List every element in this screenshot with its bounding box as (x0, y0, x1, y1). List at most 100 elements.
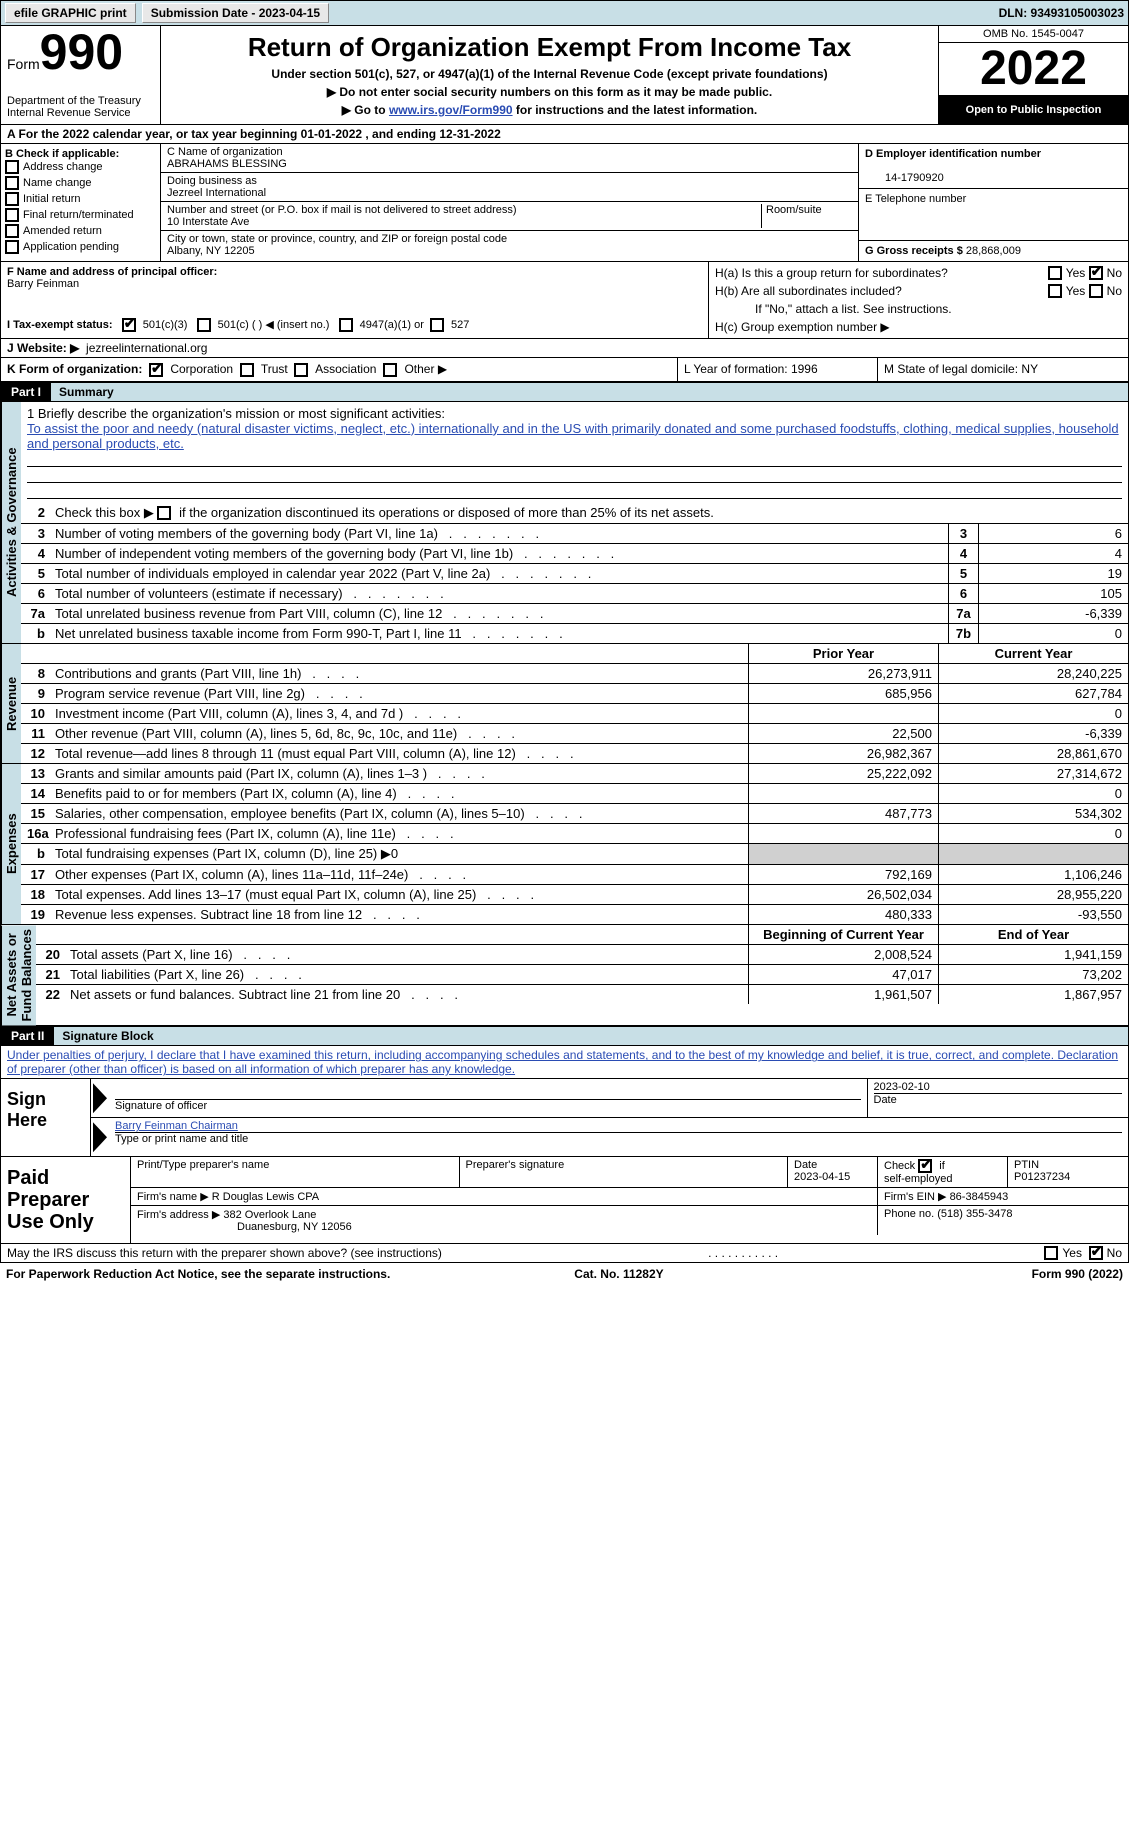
row-a-calendar: A For the 2022 calendar year, or tax yea… (0, 125, 1129, 144)
footer-pra: For Paperwork Reduction Act Notice, see … (6, 1267, 390, 1281)
cb-4947[interactable] (339, 318, 353, 332)
cb-ha-yes[interactable] (1048, 266, 1062, 280)
section-fh: F Name and address of principal officer:… (0, 262, 1129, 339)
form-number: 990 (40, 30, 123, 75)
paid-preparer-block: Paid Preparer Use Only Print/Type prepar… (0, 1157, 1129, 1244)
section-net-assets: Net Assets or Fund Balances Beginning of… (0, 925, 1129, 1026)
hb-label: H(b) Are all subordinates included? (715, 284, 1048, 298)
discuss-row: May the IRS discuss this return with the… (0, 1244, 1129, 1263)
section-bcde: B Check if applicable: Address change Na… (0, 144, 1129, 262)
sign-here-block: Sign Here Signature of officer 2023-02-1… (0, 1079, 1129, 1157)
cb-ha-no[interactable] (1089, 266, 1103, 280)
cb-other[interactable] (383, 363, 397, 377)
cb-final-return[interactable]: Final return/terminated (5, 208, 156, 222)
efile-topbar: efile GRAPHIC print Submission Date - 20… (0, 0, 1129, 26)
cb-self-employed[interactable] (918, 1159, 932, 1173)
cb-hb-no[interactable] (1089, 284, 1103, 298)
cb-amended-return[interactable]: Amended return (5, 224, 156, 238)
hdr-prior-year: Prior Year (748, 644, 938, 663)
form-header-center: Return of Organization Exempt From Incom… (161, 26, 938, 124)
summary-row: 11 Other revenue (Part VIII, column (A),… (21, 724, 1128, 744)
section-activities-governance: Activities & Governance 1 Briefly descri… (0, 402, 1129, 644)
hdr-current-year: Current Year (938, 644, 1128, 663)
cb-corp[interactable] (149, 363, 163, 377)
cb-527[interactable] (430, 318, 444, 332)
cb-501c[interactable] (197, 318, 211, 332)
row-klm: K Form of organization: Corporation Trus… (0, 358, 1129, 382)
sig-name[interactable]: Barry Feinman Chairman (115, 1120, 238, 1132)
row-j-website: J Website: ▶ jezreelinternational.org (0, 339, 1129, 358)
summary-row: b Total fundraising expenses (Part IX, c… (21, 844, 1128, 865)
hdr-end-year: End of Year (938, 925, 1128, 944)
summary-row: b Net unrelated business taxable income … (21, 624, 1128, 643)
summary-row: 17 Other expenses (Part IX, column (A), … (21, 865, 1128, 885)
summary-row: 22 Net assets or fund balances. Subtract… (36, 985, 1128, 1004)
summary-row: 20 Total assets (Part X, line 16) . . . … (36, 945, 1128, 965)
mission-block: 1 Briefly describe the organization's mi… (21, 402, 1128, 503)
efile-print-button[interactable]: efile GRAPHIC print (5, 3, 136, 23)
cb-initial-return[interactable]: Initial return (5, 192, 156, 206)
cb-discontinued[interactable] (157, 506, 171, 520)
firm-phone-label: Phone no. (884, 1208, 934, 1220)
penalties-link[interactable]: Under penalties of perjury, I declare th… (7, 1048, 1118, 1076)
cb-501c3[interactable] (122, 318, 136, 332)
cb-address-change[interactable]: Address change (5, 160, 156, 174)
gross-receipts-value: 28,868,009 (966, 245, 1021, 257)
form-note2: ▶ Go to www.irs.gov/Form990 for instruct… (169, 103, 930, 117)
hc-label: H(c) Group exemption number ▶ (715, 320, 1122, 334)
ptin-value: P01237234 (1014, 1171, 1070, 1183)
summary-row: 16a Professional fundraising fees (Part … (21, 824, 1128, 844)
arrow-icon (93, 1122, 107, 1152)
cb-discuss-no[interactable] (1089, 1246, 1103, 1260)
dba-value: Jezreel International (167, 187, 852, 199)
submission-date-button[interactable]: Submission Date - 2023-04-15 (142, 3, 329, 23)
irs-link[interactable]: www.irs.gov/Form990 (389, 103, 513, 117)
cb-trust[interactable] (240, 363, 254, 377)
firm-phone: (518) 355-3478 (937, 1208, 1012, 1220)
summary-row: 7a Total unrelated business revenue from… (21, 604, 1128, 624)
row-l: L Year of formation: 1996 (678, 358, 878, 381)
firm-ein: 86-3845943 (950, 1191, 1009, 1203)
city-label: City or town, state or province, country… (167, 233, 852, 245)
row-m: M State of legal domicile: NY (878, 358, 1128, 381)
section-expenses: Expenses 13 Grants and similar amounts p… (0, 764, 1129, 925)
cb-name-change[interactable]: Name change (5, 176, 156, 190)
phone-label: E Telephone number (865, 193, 966, 205)
cb-assoc[interactable] (294, 363, 308, 377)
city-value: Albany, NY 12205 (167, 245, 852, 257)
firm-name-label: Firm's name ▶ (137, 1191, 209, 1203)
mission-text[interactable]: To assist the poor and needy (natural di… (27, 421, 1119, 451)
prep-date-label: Date (794, 1159, 817, 1171)
summary-row: 18 Total expenses. Add lines 13–17 (must… (21, 885, 1128, 905)
cb-application-pending[interactable]: Application pending (5, 240, 156, 254)
cb-discuss-yes[interactable] (1044, 1246, 1058, 1260)
sig-officer-label: Signature of officer (115, 1099, 861, 1112)
org-name: ABRAHAMS BLESSING (167, 158, 852, 170)
summary-row: 6 Total number of volunteers (estimate i… (21, 584, 1128, 604)
arrow-icon (93, 1083, 107, 1113)
hb-note: If "No," attach a list. See instructions… (755, 302, 1122, 316)
gross-receipts-label: G Gross receipts $ (865, 245, 963, 257)
firm-addr1: 382 Overlook Lane (223, 1209, 316, 1221)
summary-row: 10 Investment income (Part VIII, column … (21, 704, 1128, 724)
sig-date-label: Date (874, 1093, 1123, 1106)
vtab-ag: Activities & Governance (1, 402, 21, 643)
ein-value: 14-1790920 (885, 172, 944, 184)
dba-label: Doing business as (167, 175, 852, 187)
sign-here-label: Sign Here (1, 1079, 91, 1156)
dln-label: DLN: 93493105003023 (999, 6, 1124, 20)
summary-row: 19 Revenue less expenses. Subtract line … (21, 905, 1128, 924)
firm-addr-label: Firm's address ▶ (137, 1209, 220, 1221)
part2-header: Part II Signature Block (0, 1026, 1129, 1046)
note2-pre: ▶ Go to (342, 103, 389, 117)
vtab-revenue: Revenue (1, 644, 21, 763)
note2-post: for instructions and the latest informat… (513, 103, 758, 117)
summary-row: 12 Total revenue—add lines 8 through 11 … (21, 744, 1128, 763)
addr-value: 10 Interstate Ave (167, 216, 249, 228)
footer-cat: Cat. No. 11282Y (574, 1267, 663, 1281)
cb-hb-yes[interactable] (1048, 284, 1062, 298)
officer-name: Barry Feinman (7, 278, 79, 290)
colb-header: B Check if applicable: (5, 148, 119, 160)
col-b-checkboxes: B Check if applicable: Address change Na… (1, 144, 161, 261)
form-header-right: OMB No. 1545-0047 2022 Open to Public In… (938, 26, 1128, 124)
